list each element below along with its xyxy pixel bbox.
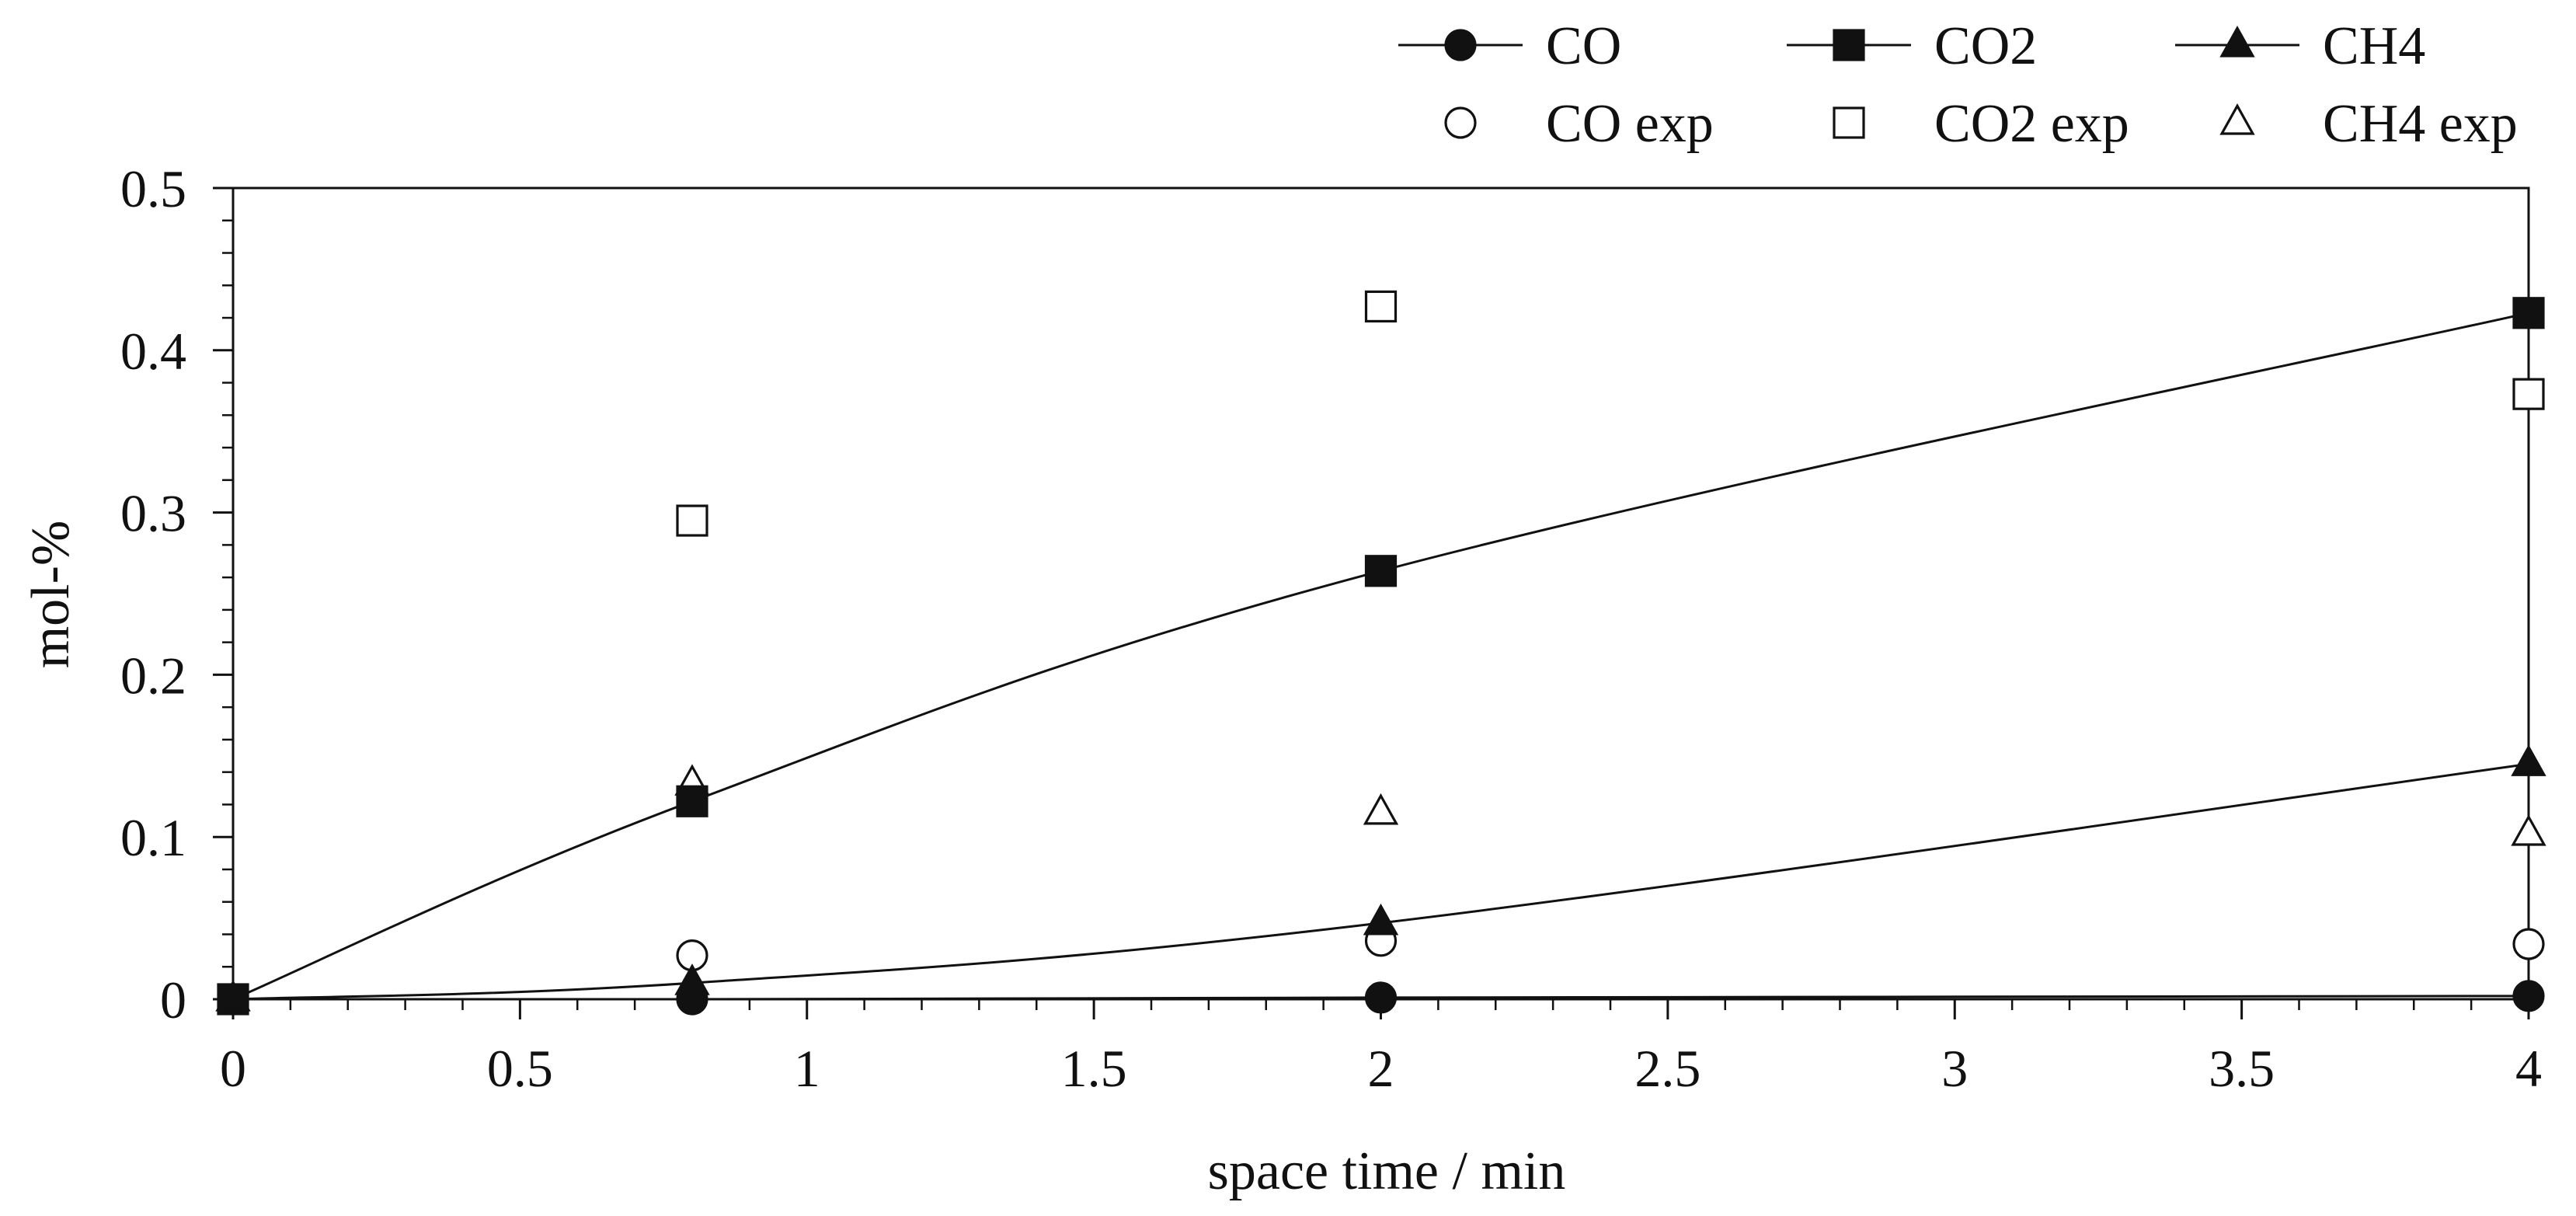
- data-point-ch4: [215, 980, 251, 1012]
- x-tick-label: 0: [220, 1039, 246, 1098]
- y-tick-label: 0: [160, 970, 186, 1030]
- x-axis-label: space time / min: [1208, 1141, 1566, 1201]
- legend-item-co2-exp: CO2 exp: [1833, 94, 2129, 154]
- legend-label-ch4: CH4: [2323, 16, 2425, 76]
- x-tick-label: 2: [1368, 1039, 1394, 1098]
- legend-label-ch4-exp: CH4 exp: [2323, 94, 2518, 154]
- legend-item-co2: CO2: [1787, 16, 2037, 76]
- series-line-co2: [232, 312, 2529, 1001]
- legend: CO CO2 CH4 CO exp CO2 exp CH4 exp: [1398, 16, 2518, 154]
- legend-label-co: CO: [1546, 16, 1621, 76]
- data-point-co2-exp: [2512, 378, 2545, 410]
- legend-marker-co2: [1833, 29, 1865, 61]
- y-tick-label: 0.2: [120, 646, 186, 705]
- legend-marker-co: [1444, 29, 1477, 61]
- legend-marker-co2-exp: [1833, 106, 1865, 139]
- data-point-co: [1364, 981, 1398, 1014]
- legend-marker-ch4: [2219, 26, 2255, 57]
- data-point-ch4-exp: [2511, 814, 2546, 846]
- data-point-co2-exp: [676, 504, 708, 537]
- x-tick-label: 1: [794, 1039, 820, 1098]
- x-tick-label: 2.5: [1634, 1039, 1701, 1098]
- data-point-co2-exp: [1364, 290, 1398, 323]
- axis-ticks: [213, 186, 2530, 1019]
- legend-marker-co-exp: [1444, 106, 1477, 139]
- data-point-ch4: [2511, 744, 2546, 776]
- axis-tick-labels: 0 0.5 1 1.5 2 2.5 3 3.5 4 0 0.1 0.2 0.3 0.4 0.5: [120, 159, 2542, 1098]
- data-point-co2: [2512, 297, 2545, 329]
- legend-label-co2-exp: CO2 exp: [1934, 94, 2129, 154]
- y-axis-label: mol-%: [21, 521, 81, 669]
- series-line-ch4: [232, 762, 2529, 1001]
- y-tick-label: 0.3: [120, 484, 186, 543]
- y-tick-label: 0.1: [120, 808, 186, 867]
- x-tick-label: 1.5: [1061, 1039, 1127, 1098]
- legend-item-ch4-exp: CH4 exp: [2219, 94, 2518, 154]
- legend-item-co-exp: CO exp: [1444, 94, 1714, 154]
- y-tick-label: 0.4: [120, 322, 186, 381]
- data-point-co2: [676, 785, 708, 817]
- series-line-co: [232, 995, 2529, 1001]
- x-tick-label: 3.5: [2209, 1039, 2275, 1098]
- series-lines: [232, 312, 2529, 1001]
- y-tick-label: 0.5: [120, 159, 186, 218]
- data-point-co: [2512, 980, 2545, 1012]
- data-point-ch4-exp: [1363, 793, 1399, 825]
- legend-item-co: CO: [1398, 16, 1621, 76]
- x-tick-label: 0.5: [487, 1039, 553, 1098]
- series-points: [215, 290, 2546, 1016]
- legend-marker-ch4-exp: [2219, 103, 2255, 135]
- x-tick-label: 3: [1941, 1039, 1968, 1098]
- data-point-co-exp: [2512, 928, 2545, 960]
- x-tick-label: 4: [2515, 1039, 2542, 1098]
- data-point-co2: [1364, 555, 1398, 587]
- legend-label-co-exp: CO exp: [1546, 94, 1714, 154]
- legend-item-ch4: CH4: [2175, 16, 2425, 76]
- legend-label-co2: CO2: [1934, 16, 2037, 76]
- data-point-ch4: [674, 963, 710, 995]
- data-point-ch4: [1363, 903, 1399, 936]
